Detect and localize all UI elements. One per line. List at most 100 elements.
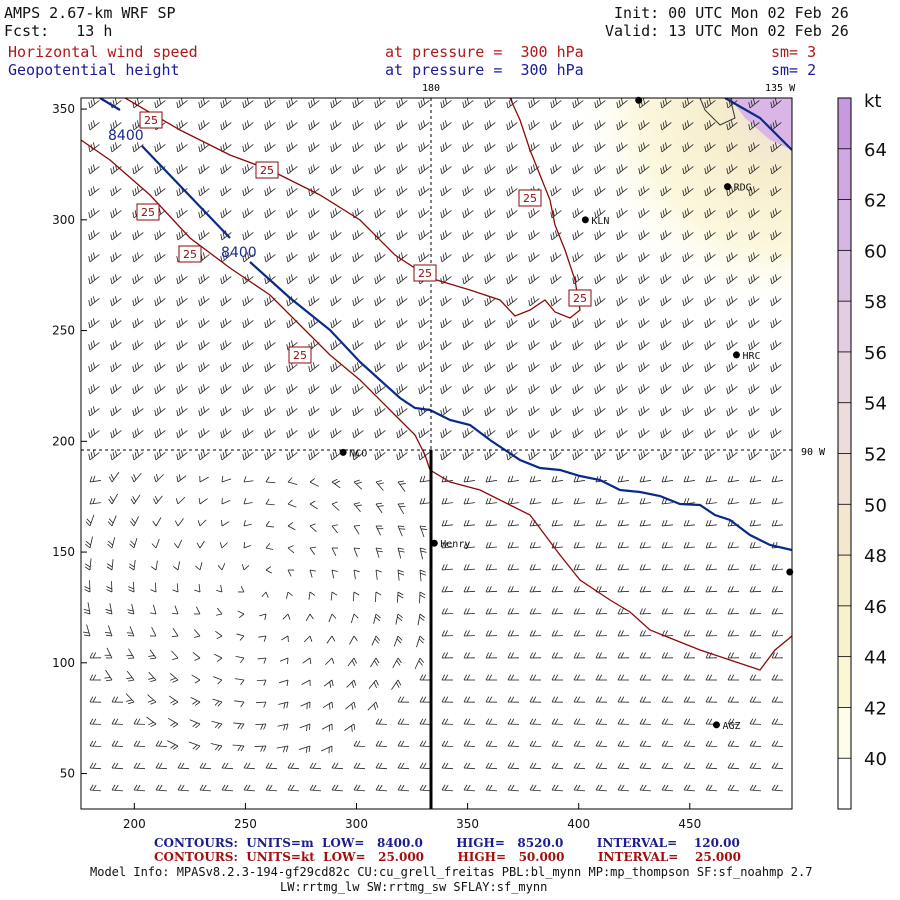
colorbar-segment [838,504,851,556]
speed-label: 25 [573,292,587,305]
model-info: Model Info: MPASv8.2.3-194-gf29cd82c CU:… [90,865,813,879]
plot-frame [80,97,793,810]
forecast-hour: Fcst: 13 h [4,22,113,40]
colorbar-segment [838,707,851,759]
station-label: Henry [440,539,470,550]
model-info-2: LW:rrtmg_lw SW:rrtmg_sw SFLAY:sf_mynn [280,880,548,894]
colorbar-segment [838,98,851,150]
field1-level: at pressure = 300 hPa [385,43,584,61]
colorbar-tick-label: 50 [864,495,887,516]
height-label: 8400 [108,128,144,144]
height-contour-info: CONTOURS: UNITS=m LOW= 8400.0 HIGH= 8520… [154,836,740,850]
y-tick-label: 100 [52,656,75,670]
y-tick-label: 150 [52,545,75,559]
colorbar [837,97,852,810]
speed-contour-info: CONTOURS: UNITS=kt LOW= 25.000 HIGH= 50.… [154,850,741,864]
station-marker [712,721,720,729]
station-marker [581,216,589,224]
station-label: KLN [591,216,609,227]
colorbar-segment [838,301,851,353]
colorbar-tick-label: 56 [864,343,887,364]
lon-label-180: 180 [422,83,440,94]
colorbar-segment [838,453,851,505]
speed-label: 25 [418,267,432,280]
colorbar-tick-label: 40 [864,749,887,770]
speed-label-box [288,346,312,364]
valid-time: Valid: 13 UTC Mon 02 Feb 26 [605,22,849,40]
colorbar-tick-label: 44 [864,648,887,669]
station-label: HRC [742,351,760,362]
colorbar-segment [838,148,851,201]
colorbar-tick-label: 58 [864,292,887,313]
colorbar-segment [838,250,851,302]
colorbar-segment [838,351,851,404]
lon-label-135w: 135 W [765,83,796,94]
wind-contour-25kt [81,139,792,671]
speed-label: 25 [141,206,155,219]
colorbar-tick-label: 54 [864,394,887,415]
y-tick-label: 250 [52,324,75,338]
x-tick-label: 300 [345,817,368,831]
colorbar-tick-label: 62 [864,191,887,212]
speed-label: 25 [523,192,537,205]
field1-name: Horizontal wind speed [8,43,198,61]
y-tick-label: 50 [60,767,75,781]
speed-label: 25 [260,164,274,177]
wind-barbs [83,98,784,792]
speed-label-box [136,203,160,221]
speed-label-box [568,289,592,307]
x-tick-label: 200 [123,817,146,831]
height-label: 8400 [221,245,257,261]
speed-label: 25 [183,248,197,261]
station-marker [430,539,438,547]
speed-label-box [255,161,279,179]
station-marker [635,96,643,104]
field2-level: at pressure = 300 hPa [385,61,584,79]
colorbar-segment [838,199,851,251]
station-marker [724,183,732,191]
colorbar-tick-label: 64 [864,140,887,161]
colorbar-segment [838,605,851,658]
x-tick-label: 250 [234,817,257,831]
station-marker [339,448,347,456]
init-time: Init: 00 UTC Mon 02 Feb 26 [614,4,849,22]
speed-label-box [139,111,163,129]
height-contour-8400 [724,98,792,151]
station-marker [732,351,740,359]
colorbar-segment [838,555,851,607]
colorbar-segment [838,402,851,454]
speed-label-box [518,189,542,207]
y-tick-label: 300 [52,213,75,227]
height-contour-8400 [99,98,121,111]
x-tick-label: 450 [678,817,701,831]
height-contour-8400 [141,145,231,239]
lon-label-90w: 90 W [801,447,826,458]
speed-label: 25 [144,114,158,127]
speed-label: 25 [293,349,307,362]
wind-contour-25kt [124,98,581,319]
colorbar-tick-label: 52 [864,445,887,466]
colorbar-unit: kt [864,91,881,112]
colorbar-segment [838,758,851,810]
station-label: AGZ [722,721,740,732]
model-title: AMPS 2.67-km WRF SP [4,4,176,22]
station-marker [786,568,794,576]
height-contour-8400 [249,261,792,552]
colorbar-tick-label: 48 [864,546,887,567]
field2-name: Geopotential height [8,61,180,79]
wind-shading-40kt [560,98,792,298]
y-tick-label: 200 [52,434,75,448]
wind-shading-high [730,98,792,150]
station-label: NCO [349,448,367,459]
colorbar-tick-label: 60 [864,241,887,262]
x-tick-label: 400 [567,817,590,831]
coastline [699,98,736,126]
speed-label-box [178,245,202,263]
y-tick-label: 350 [52,102,75,116]
station-label: RDG [734,183,752,194]
field1-smoothing: sm= 3 [771,43,817,61]
speed-label-box [413,264,437,282]
colorbar-tick-label: 46 [864,597,887,618]
field2-smoothing: sm= 2 [771,61,817,79]
